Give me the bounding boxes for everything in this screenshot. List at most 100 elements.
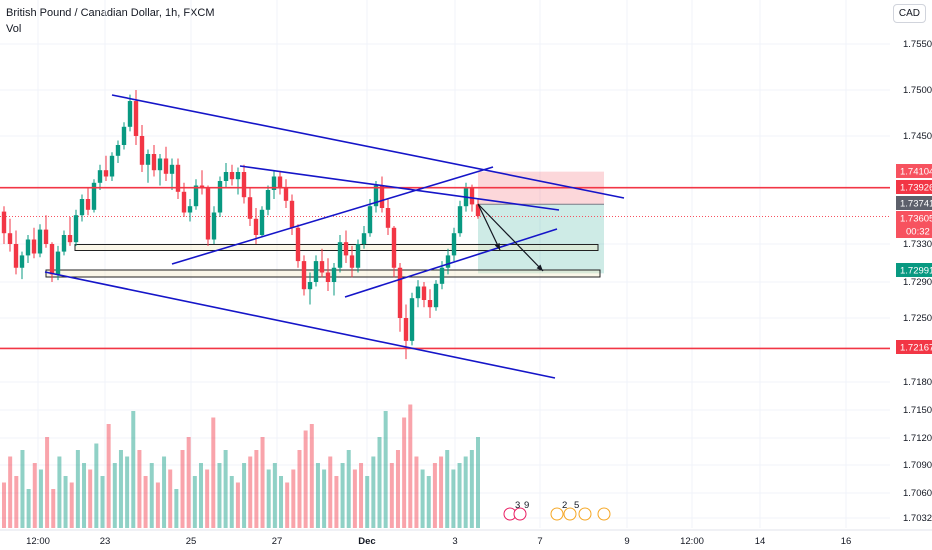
candle-body: [151, 154, 157, 171]
volume-bar: [57, 456, 62, 528]
support-box-upper: [74, 244, 599, 251]
volume-bar: [2, 482, 6, 528]
time-tick-label: 14: [755, 536, 766, 547]
candle-body: [349, 255, 355, 268]
candle-body: [445, 255, 451, 268]
volume-bar: [211, 417, 216, 528]
price-tick-label: 1.71800: [903, 377, 932, 388]
candle-body: [211, 212, 217, 240]
arrow-head: [536, 264, 543, 271]
price-label-text: 00:32: [906, 227, 930, 238]
volume-bar: [82, 463, 87, 528]
candle-body: [163, 158, 169, 174]
volume-bar: [476, 437, 480, 528]
candle-body: [43, 229, 49, 244]
candle-body: [337, 242, 343, 268]
candle-body: [469, 188, 475, 205]
volume-bar: [451, 469, 456, 528]
volume-bar: [106, 424, 111, 528]
horizontal-levels: [0, 186, 890, 350]
time-tick-label: 16: [841, 536, 852, 547]
volume-bar: [395, 450, 400, 528]
volume-bar: [303, 430, 308, 528]
candle-body: [373, 185, 379, 207]
volume-bar: [168, 469, 173, 528]
price-label-box: [896, 340, 932, 354]
volume-bar: [371, 456, 376, 528]
trend-line: [44, 271, 556, 379]
price-tick-label: 1.71500: [903, 405, 932, 416]
time-tick-label: 23: [100, 536, 111, 547]
candle-body: [433, 283, 439, 308]
volume-bar: [297, 450, 302, 528]
candle-body: [121, 126, 127, 145]
volume-bar: [346, 450, 351, 528]
price-tick-label: 1.73300: [903, 239, 932, 250]
volume-bar: [162, 456, 167, 528]
volume-bar: [414, 456, 419, 528]
candle-body: [145, 154, 151, 165]
projection-arrow: [477, 203, 501, 251]
currency-button[interactable]: CAD: [892, 4, 926, 23]
volume-bar: [328, 456, 333, 528]
time-tick-label: 27: [272, 536, 283, 547]
volume-bar: [205, 469, 210, 528]
price-tick-label: 1.72900: [903, 277, 932, 288]
time-tick-label: 9: [624, 536, 629, 547]
candle-body: [277, 176, 283, 189]
volume-bar: [334, 476, 339, 528]
volume-bar: [260, 437, 265, 528]
trend-line: [111, 94, 625, 199]
trend-line: [239, 165, 560, 211]
candle-body: [91, 182, 97, 210]
candle-body: [175, 164, 181, 192]
candle-body: [217, 181, 223, 213]
volume-bar: [235, 482, 240, 528]
volume-bar: [439, 456, 444, 528]
candle-body: [259, 209, 265, 235]
event-count: 9: [524, 500, 529, 511]
candles: [1, 90, 481, 360]
volume-bar: [94, 443, 99, 528]
time-axis: 12:00 23 25 27 Dec 3 7 9 12:00 14 16: [0, 529, 932, 547]
candle-body: [139, 136, 145, 165]
price-label-text: 1.73605: [900, 214, 932, 225]
candle-body: [1, 211, 7, 234]
candle-body: [265, 190, 271, 210]
arrow-head: [494, 243, 500, 250]
trend-drawings: [44, 94, 625, 379]
volume-bar: [383, 411, 388, 528]
volume-bar: [309, 424, 314, 528]
volume-bar: [137, 450, 142, 528]
volume-bar: [377, 437, 382, 528]
candle-body: [241, 172, 247, 198]
event-marker: [563, 507, 577, 521]
candle-body: [421, 286, 427, 300]
candle-body: [361, 233, 367, 244]
candle-body: [55, 251, 61, 275]
time-tick-label: 12:00: [680, 536, 704, 547]
candle-body: [307, 282, 313, 290]
volume-bar: [469, 450, 474, 528]
price-label-box: [896, 196, 932, 210]
candle-body: [19, 255, 25, 268]
candle-body: [187, 206, 193, 213]
event-marker: [597, 507, 611, 521]
candle-body: [253, 218, 259, 235]
projection-arrow: [477, 203, 544, 272]
price-label-text: 1.73741: [900, 199, 932, 210]
volume-bar: [69, 482, 74, 528]
price-label-box: [896, 211, 932, 225]
candle-body: [343, 242, 349, 256]
candle-body: [391, 227, 397, 268]
target-zone: [478, 204, 604, 274]
candle-body: [451, 233, 457, 256]
volume-bar: [45, 437, 50, 528]
volume-bar: [445, 450, 450, 528]
candle-body: [85, 199, 91, 210]
candle-body: [313, 261, 319, 282]
candle-body: [403, 318, 409, 341]
candle-body: [205, 188, 211, 240]
price-tick-label: 1.71200: [903, 433, 932, 444]
